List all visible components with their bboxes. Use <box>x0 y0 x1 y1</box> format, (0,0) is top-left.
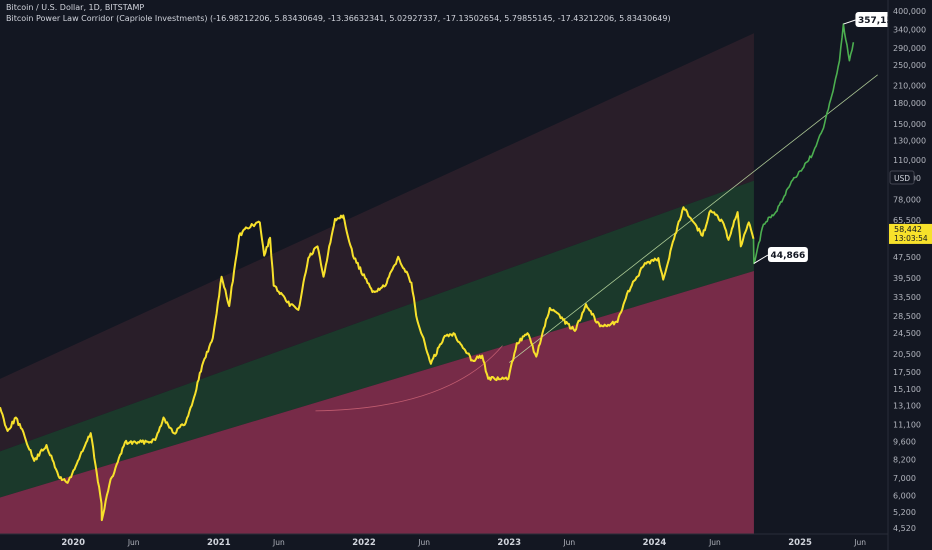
y-tick-label: 180,000 <box>893 99 926 108</box>
x-tick-label: Jun <box>272 538 285 547</box>
x-tick-label: Jun <box>708 538 721 547</box>
band-1 <box>0 180 754 498</box>
x-tick-label: 2020 <box>61 538 85 548</box>
y-tick-label: 290,000 <box>893 44 926 53</box>
trendlines <box>315 74 878 412</box>
y-tick-label: 39,500 <box>893 274 921 283</box>
y-tick-label: 7,000 <box>893 474 916 483</box>
y-tick-label: 150,000 <box>893 120 926 129</box>
last-price-box <box>889 223 932 244</box>
y-tick-label: 4,520 <box>893 524 916 533</box>
y-tick-label: 47,500 <box>893 253 921 262</box>
time-axis-panel <box>0 534 888 550</box>
annotation-pointer-0 <box>843 19 856 25</box>
y-tick-label: 15,100 <box>893 385 921 394</box>
x-tick-label: 2025 <box>788 538 812 548</box>
y-tick-label: 210,000 <box>893 81 926 90</box>
symbol-title: Bitcoin / U.S. Dollar, 1D, BITSTAMP <box>6 3 145 12</box>
y-tick-label: 24,500 <box>893 329 921 338</box>
price-annotations: 357,154 44,866 <box>753 12 902 264</box>
price-line-0 <box>0 206 755 522</box>
y-tick-label: 250,000 <box>893 61 926 70</box>
x-tick-label: 2024 <box>643 538 667 548</box>
currency-badge: USD <box>889 170 915 185</box>
x-tick-label: Jun <box>853 538 866 547</box>
last-price-countdown: 13:03:54 <box>894 234 928 243</box>
time-axis: 2020 Jun 2021 Jun 2022 Jun 2023 Jun 2024 Jun 2025 J… <box>61 538 866 548</box>
price-axis-panel <box>888 0 932 550</box>
y-tick-label: 6,000 <box>893 492 916 501</box>
y-tick-label: 130,000 <box>893 137 926 146</box>
trendline-1 <box>315 345 503 412</box>
power-law-bands <box>0 33 754 534</box>
x-tick-label: 2023 <box>497 538 521 548</box>
y-tick-label: 9,600 <box>893 437 916 446</box>
price-axis: 400,000 340,000 290,000 250,000 210,000 180,0… <box>893 7 926 533</box>
price-line-1 <box>752 23 855 265</box>
currency-box <box>889 170 915 185</box>
y-tick-label: 400,000 <box>893 7 926 16</box>
y-tick-label: 13,100 <box>893 401 921 410</box>
y-tick-label: 17,500 <box>893 368 921 377</box>
y-tick-label: 340,000 <box>893 26 926 35</box>
annotation-label-1: 44,866 <box>771 251 806 261</box>
y-tick-label: 28,500 <box>893 312 921 321</box>
y-tick-label: 5,200 <box>893 508 916 517</box>
x-tick-label: 2021 <box>207 538 231 548</box>
x-tick-label: 2022 <box>352 538 376 548</box>
y-tick-label: 20,500 <box>893 350 921 359</box>
x-tick-label: Jun <box>127 538 140 547</box>
y-tick-label: 65,500 <box>893 216 921 225</box>
band-2 <box>0 271 754 534</box>
x-tick-label: Jun <box>562 538 575 547</box>
y-tick-label: 11,100 <box>893 421 921 430</box>
trendline-0 <box>509 74 878 363</box>
y-tick-label: 78,000 <box>893 196 921 205</box>
annotation-pointer-1 <box>753 254 769 264</box>
price-series <box>0 23 855 522</box>
annotation-label-0: 357,154 <box>858 16 899 26</box>
y-tick-label: 33,500 <box>893 293 921 302</box>
y-tick-label: 110,000 <box>893 156 926 165</box>
annotation-box-1 <box>767 247 808 262</box>
last-price-value: 58,442 <box>894 225 922 234</box>
currency-label: USD <box>894 174 910 183</box>
y-tick-label: 8,200 <box>893 456 916 465</box>
band-0 <box>0 33 754 452</box>
indicator-title: Bitcoin Power Law Corridor (Capriole Inv… <box>6 14 671 23</box>
x-tick-label: Jun <box>417 538 430 547</box>
